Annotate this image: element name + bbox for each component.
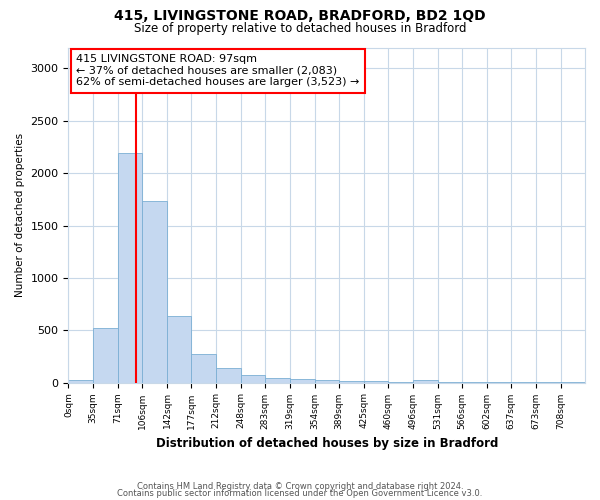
Text: 415 LIVINGSTONE ROAD: 97sqm
← 37% of detached houses are smaller (2,083)
62% of : 415 LIVINGSTONE ROAD: 97sqm ← 37% of det… bbox=[76, 54, 359, 88]
Bar bbox=[290, 379, 314, 382]
Text: Contains public sector information licensed under the Open Government Licence v3: Contains public sector information licen… bbox=[118, 489, 482, 498]
Bar bbox=[339, 380, 364, 382]
X-axis label: Distribution of detached houses by size in Bradford: Distribution of detached houses by size … bbox=[155, 437, 498, 450]
Bar bbox=[314, 380, 339, 382]
Bar bbox=[241, 375, 265, 382]
Bar bbox=[93, 328, 118, 382]
Bar bbox=[265, 378, 290, 382]
Bar bbox=[191, 354, 216, 382]
Bar bbox=[68, 380, 93, 382]
Bar bbox=[118, 154, 142, 382]
Bar bbox=[142, 202, 167, 382]
Bar bbox=[413, 380, 437, 382]
Text: 415, LIVINGSTONE ROAD, BRADFORD, BD2 1QD: 415, LIVINGSTONE ROAD, BRADFORD, BD2 1QD bbox=[114, 9, 486, 23]
Y-axis label: Number of detached properties: Number of detached properties bbox=[15, 133, 25, 297]
Text: Size of property relative to detached houses in Bradford: Size of property relative to detached ho… bbox=[134, 22, 466, 35]
Bar bbox=[216, 368, 241, 382]
Text: Contains HM Land Registry data © Crown copyright and database right 2024.: Contains HM Land Registry data © Crown c… bbox=[137, 482, 463, 491]
Bar bbox=[167, 316, 191, 382]
